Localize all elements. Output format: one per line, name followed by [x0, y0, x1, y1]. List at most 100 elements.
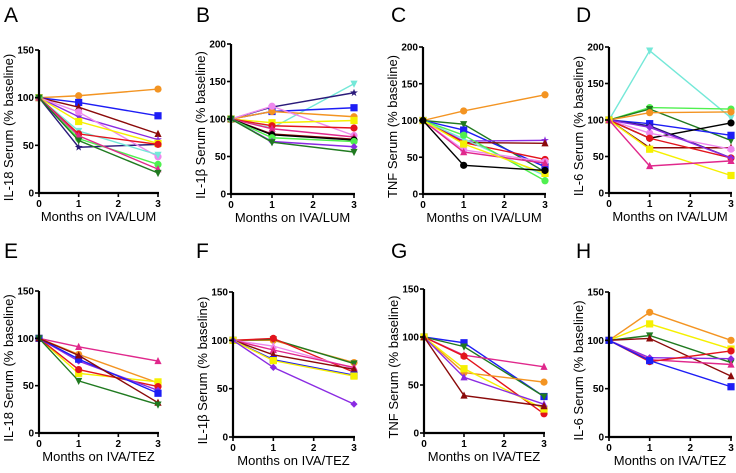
x-axis-label: Months on IVA/LUM — [612, 209, 727, 224]
x-tick-label: 2 — [688, 199, 694, 210]
data-point — [154, 378, 162, 386]
data-point — [75, 108, 83, 116]
y-axis-label: IL-1β Serum (% baseline) — [195, 297, 210, 445]
data-point — [540, 362, 548, 370]
y-tick-label: 200 — [209, 40, 226, 51]
data-point — [540, 378, 548, 386]
data-point — [727, 156, 735, 164]
y-tick-label: 100 — [587, 116, 604, 127]
y-tick-label: 50 — [407, 153, 419, 164]
series-magenta — [35, 334, 162, 365]
data-point — [350, 104, 358, 112]
y-tick-label: 50 — [217, 384, 229, 395]
y-axis-label: TNF Serum (% baseline) — [385, 55, 400, 198]
series-yellow — [420, 333, 548, 413]
data-point — [460, 373, 468, 381]
y-tick-label: 150 — [402, 285, 419, 296]
panel-label: E — [4, 240, 18, 263]
data-point — [460, 131, 468, 139]
x-tick-label: 2 — [116, 199, 122, 210]
panel-label: A — [4, 4, 18, 27]
data-point — [350, 80, 358, 88]
x-tick-label: 0 — [606, 199, 612, 210]
data-point — [75, 117, 83, 126]
series-darkred — [35, 334, 162, 406]
data-point — [646, 109, 654, 117]
data-point — [350, 88, 358, 97]
data-point — [727, 372, 735, 380]
y-tick-label: 0 — [222, 433, 228, 444]
data-point — [154, 389, 162, 397]
x-tick-label: 1 — [647, 443, 653, 454]
y-tick-label: 100 — [402, 333, 419, 344]
x-tick-label: 0 — [230, 443, 236, 454]
y-tick-label: 150 — [401, 79, 418, 90]
series-purple — [35, 334, 162, 394]
y-tick-label: 150 — [17, 46, 34, 57]
data-point — [269, 345, 277, 354]
data-point — [154, 85, 162, 93]
y-tick-label: 150 — [209, 77, 226, 88]
data-point — [727, 383, 735, 391]
series-magenta — [605, 336, 735, 368]
data-point — [350, 137, 358, 146]
panel-label: G — [391, 240, 407, 263]
x-axis-label: Months on IVA/TEZ — [428, 449, 541, 464]
y-tick-label: 0 — [28, 429, 34, 440]
series-purple — [229, 336, 358, 408]
data-point — [154, 135, 162, 143]
series-line — [608, 111, 732, 121]
data-point — [268, 139, 276, 147]
x-tick-label: 1 — [76, 439, 82, 450]
data-point — [75, 365, 83, 374]
series-orange — [35, 334, 162, 387]
data-point — [646, 161, 654, 170]
data-point — [540, 393, 548, 401]
data-point — [154, 356, 162, 365]
series-orange — [419, 91, 549, 125]
y-tick-label: 50 — [593, 152, 605, 163]
data-point — [460, 161, 468, 169]
data-point — [460, 121, 468, 129]
data-point — [268, 102, 276, 110]
data-point — [540, 402, 548, 410]
y-tick-label: 50 — [408, 381, 420, 392]
data-point — [727, 114, 735, 122]
data-point — [75, 377, 83, 386]
series-line — [38, 88, 159, 99]
x-tick-label: 3 — [351, 200, 357, 211]
data-point — [74, 143, 83, 151]
y-axis-label: IL-6 Serum (% baseline) — [571, 300, 586, 440]
x-tick-label: 1 — [461, 200, 467, 211]
data-point — [646, 134, 654, 142]
data-point — [460, 339, 468, 347]
x-tick-label: 3 — [155, 199, 161, 210]
y-tick-label: 150 — [17, 287, 34, 298]
data-point — [154, 401, 162, 409]
y-tick-label: 200 — [401, 43, 418, 54]
x-tick-label: 1 — [271, 443, 277, 454]
x-tick-label: 3 — [351, 443, 357, 454]
data-point — [75, 355, 83, 363]
data-point — [350, 124, 358, 132]
data-point — [75, 369, 83, 377]
data-point — [646, 308, 654, 316]
data-point — [727, 336, 735, 344]
data-point — [646, 123, 654, 131]
series-lightgreen — [605, 103, 735, 124]
data-point — [154, 129, 162, 137]
series-red — [35, 334, 162, 391]
x-tick-label: 0 — [606, 443, 612, 454]
data-point — [268, 124, 276, 132]
y-tick-label: 50 — [593, 384, 605, 395]
data-point — [460, 140, 468, 148]
y-tick-label: 0 — [220, 190, 226, 201]
data-point — [541, 159, 549, 167]
series-purple — [419, 116, 549, 145]
data-point — [460, 391, 468, 399]
